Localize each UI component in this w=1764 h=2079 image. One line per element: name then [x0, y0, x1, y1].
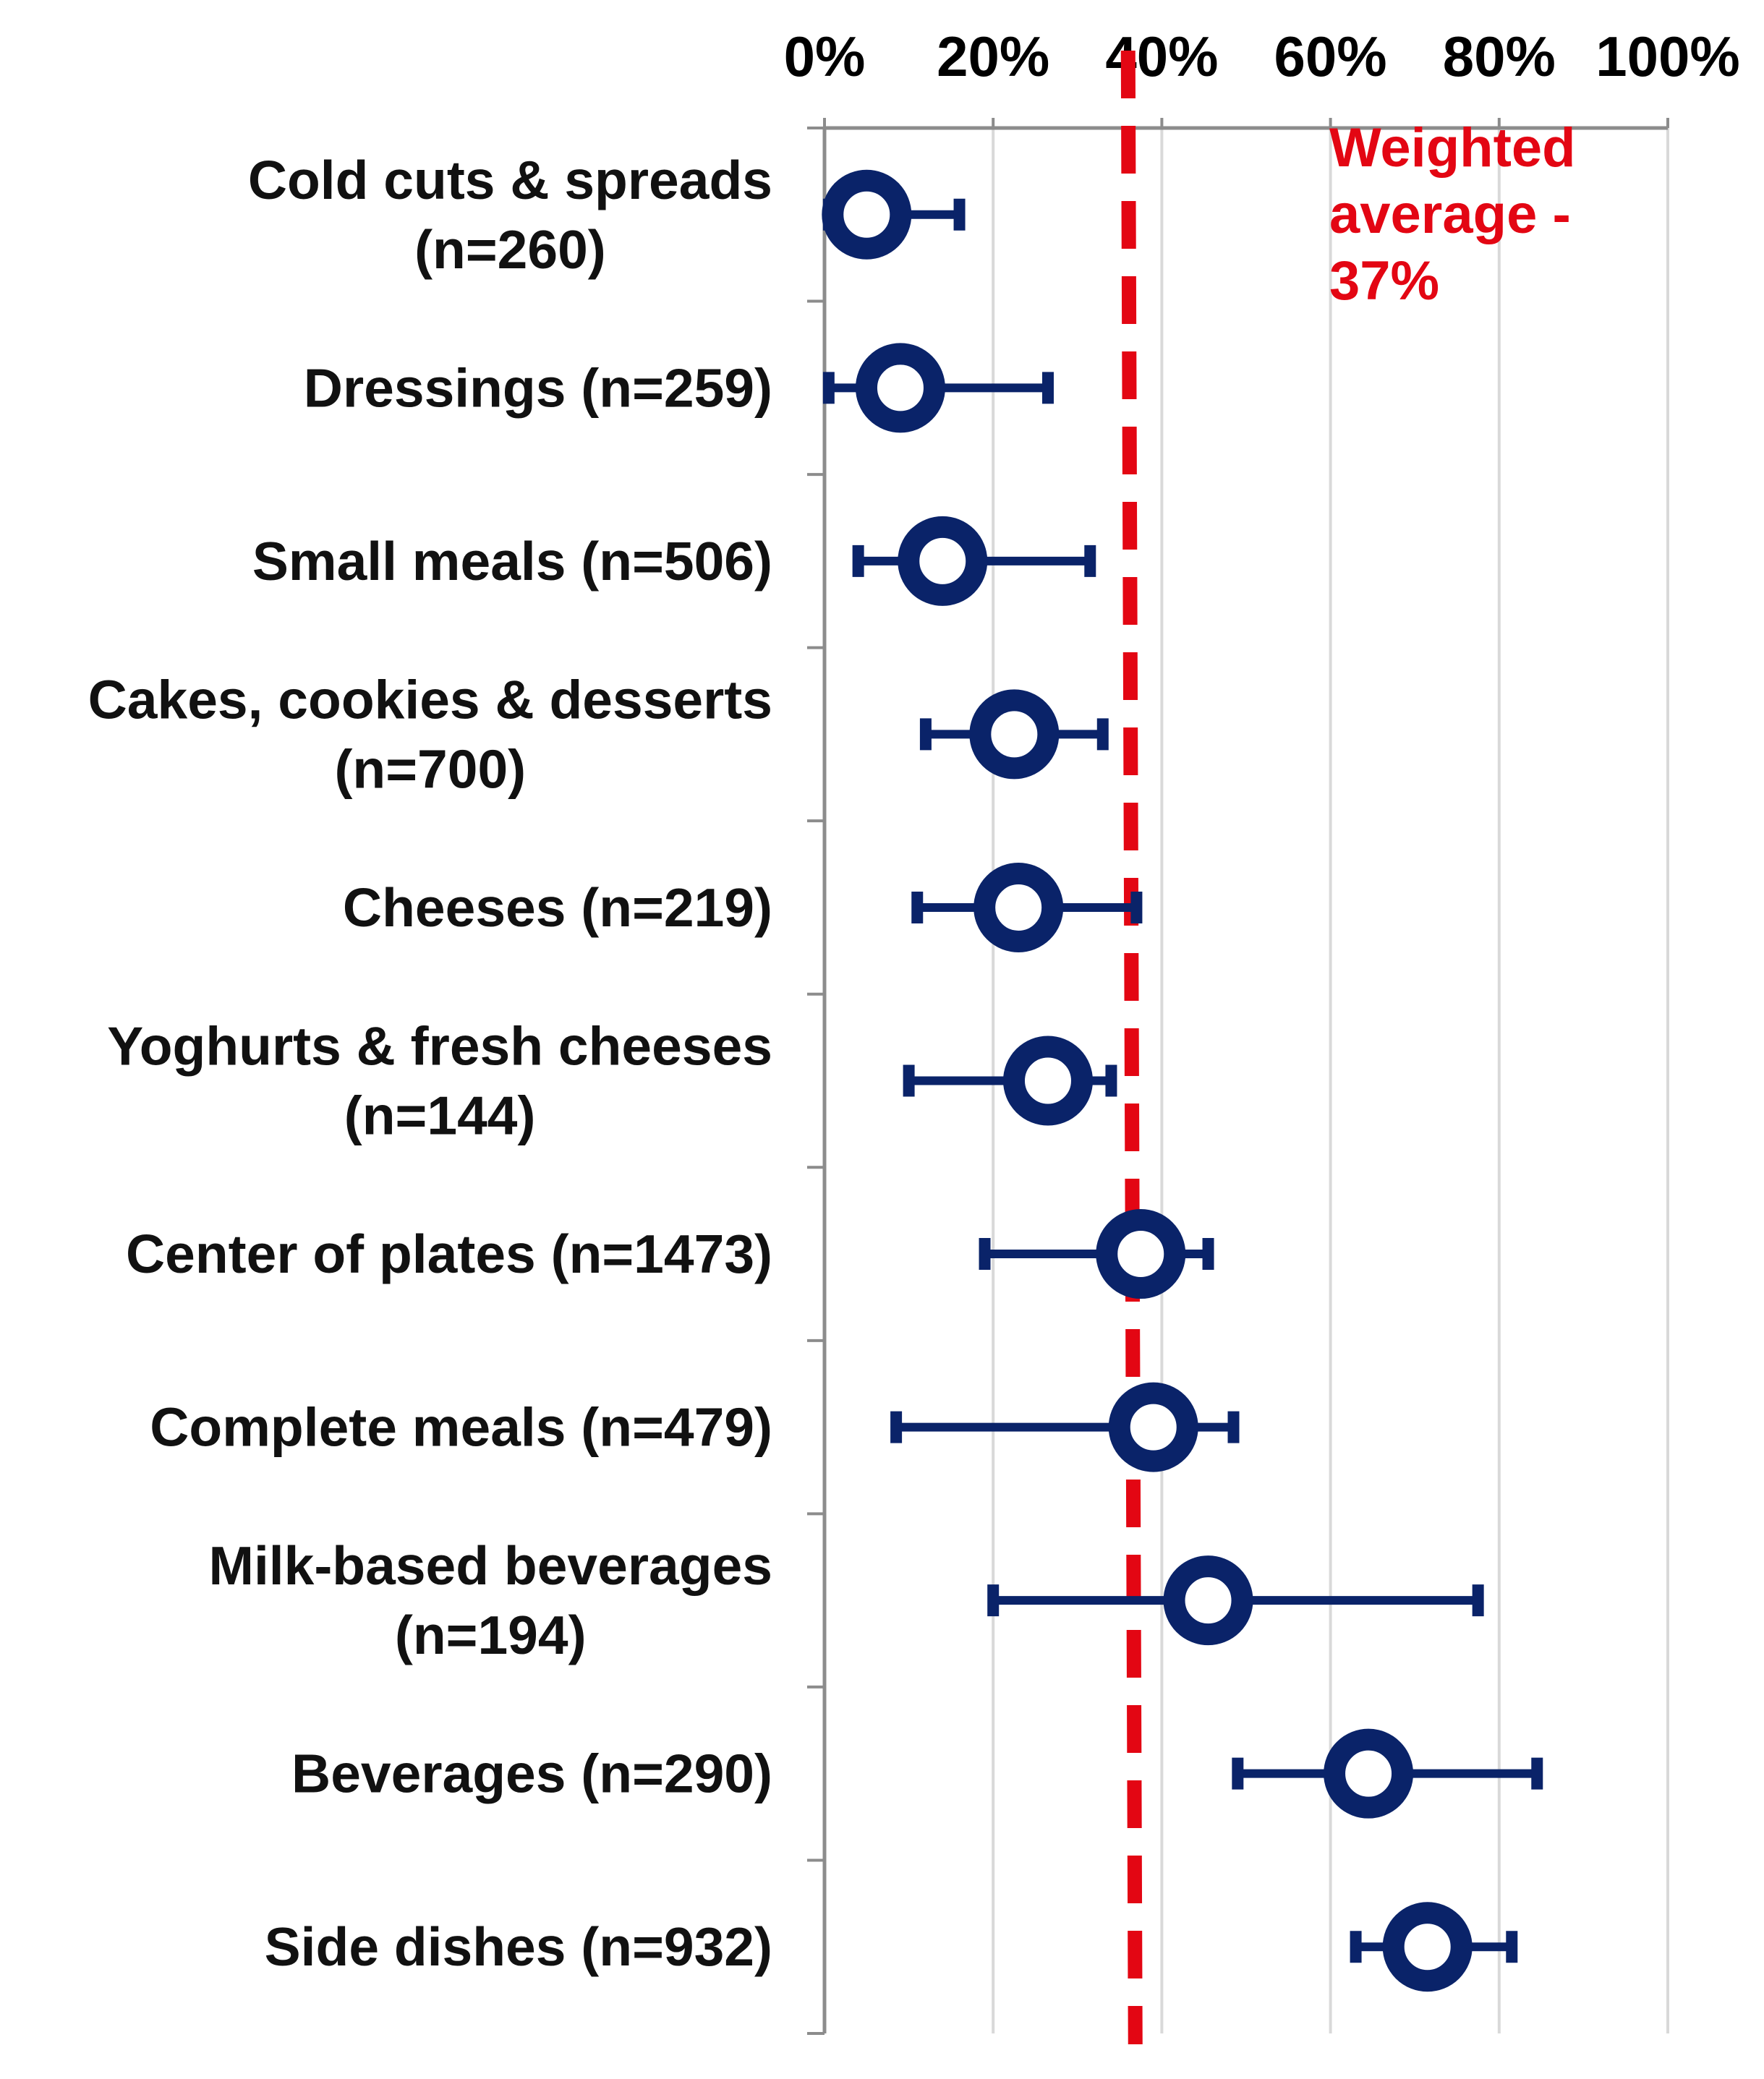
category-label: Cheeses (n=219) [343, 877, 772, 938]
data-point-marker [1163, 1555, 1253, 1646]
category-label: Cakes, cookies & desserts (n=700) [88, 669, 772, 799]
category-label-line: (n=144) [344, 1085, 536, 1146]
category-label: Cold cuts & spreads (n=260) [248, 150, 772, 280]
data-point-group [919, 689, 1109, 780]
weighted-average-label-line: 37% [1329, 250, 1439, 312]
data-point-group [987, 1555, 1484, 1646]
category-label: Milk-based beverages (n=194) [208, 1535, 772, 1665]
data-point-group [1232, 1728, 1543, 1819]
axes [807, 118, 1669, 2035]
x-tick-label: 100% [1595, 25, 1740, 88]
data-point-marker [1382, 1902, 1473, 1992]
category-labels: Cold cuts & spreads (n=260) Dressings (n=2… [88, 150, 772, 1977]
category-label-line: Yoghurts & fresh cheeses [107, 1016, 772, 1077]
category-label-line: (n=260) [414, 219, 606, 280]
weighted-average-label-line: Weighted [1329, 117, 1576, 179]
weighted-average-label-line: average - [1329, 184, 1571, 245]
data-point-marker [1096, 1209, 1186, 1299]
weighted-average-label: Weighted average -37% [1329, 117, 1576, 312]
category-label-line: Beverages (n=290) [291, 1743, 772, 1804]
data-point-group [852, 516, 1096, 606]
category-label: Small meals (n=506) [252, 531, 772, 592]
weighted-average-layer: Weighted average -37% [1120, 50, 1576, 2045]
data-point-marker [973, 862, 1064, 952]
x-tick-label: 20% [937, 25, 1049, 88]
data-point-marker [855, 343, 945, 433]
data-marks [822, 169, 1543, 1992]
category-label: Beverages (n=290) [291, 1743, 772, 1804]
weighted-average-line [1120, 50, 1143, 2045]
category-label-line: Cakes, cookies & desserts [88, 669, 772, 730]
data-point-group [890, 1382, 1240, 1472]
category-label: Center of plates (n=1473) [126, 1224, 772, 1284]
category-label-line: (n=194) [395, 1605, 587, 1665]
category-label: Side dishes (n=932) [265, 1916, 772, 1977]
category-label-line: Cold cuts & spreads [248, 150, 772, 210]
data-point-group [979, 1209, 1214, 1299]
category-label-line: Complete meals (n=479) [150, 1397, 772, 1458]
x-tick-labels: 0% 20% 40% 60% 80% 100% [784, 25, 1740, 88]
data-point-marker [1002, 1036, 1093, 1126]
category-label-line: Cheeses (n=219) [343, 877, 772, 938]
data-point-group [822, 169, 966, 260]
category-label-line: Milk-based beverages [208, 1535, 772, 1596]
data-point-marker [1108, 1382, 1198, 1472]
data-point-marker [898, 516, 988, 606]
data-point-group [822, 343, 1054, 433]
grid-layer [992, 128, 1669, 2033]
category-label-line: Dressings (n=259) [304, 357, 772, 418]
category-label: Complete meals (n=479) [150, 1397, 772, 1458]
data-point-marker [822, 169, 912, 260]
category-label-line: Small meals (n=506) [252, 531, 772, 592]
data-point-group [903, 1036, 1117, 1126]
category-label-line: Side dishes (n=932) [265, 1916, 772, 1977]
x-tick-label: 60% [1274, 25, 1387, 88]
x-tick-label: 0% [784, 25, 866, 88]
category-label-line: Center of plates (n=1473) [126, 1224, 772, 1284]
x-tick-label: 80% [1443, 25, 1556, 88]
category-label: Dressings (n=259) [304, 357, 772, 418]
data-point-marker [969, 689, 1060, 780]
category-label-line: (n=700) [334, 738, 526, 799]
category-label: Yoghurts & fresh cheeses (n=144) [107, 1016, 772, 1146]
data-point-marker [1324, 1728, 1414, 1819]
data-point-group [911, 862, 1143, 952]
data-point-group [1350, 1902, 1518, 1992]
